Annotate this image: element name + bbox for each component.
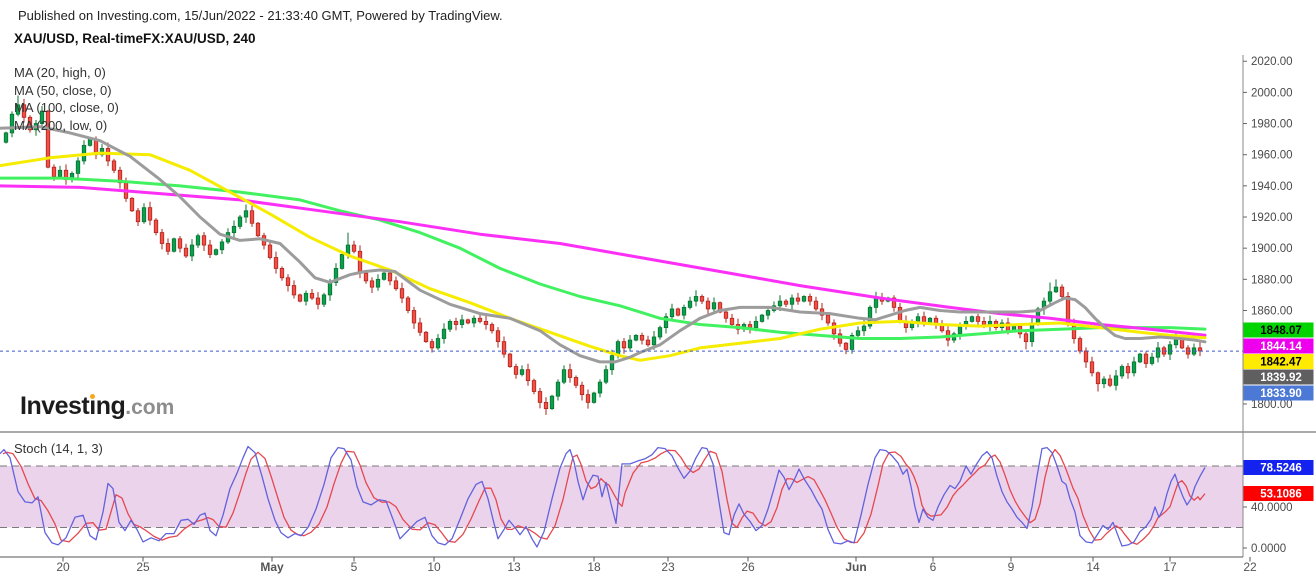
stoch-legend: Stoch (14, 1, 3) bbox=[14, 441, 103, 456]
svg-text:53.1086: 53.1086 bbox=[1260, 489, 1302, 501]
svg-text:1844.14: 1844.14 bbox=[1260, 341, 1302, 353]
stoch-value-labels: 78.5246 53.1086 bbox=[1243, 460, 1314, 501]
svg-text:1900.00: 1900.00 bbox=[1251, 243, 1293, 255]
svg-text:22: 22 bbox=[1243, 560, 1257, 574]
svg-text:26: 26 bbox=[741, 560, 755, 574]
svg-text:0.0000: 0.0000 bbox=[1251, 543, 1286, 555]
svg-text:78.5246: 78.5246 bbox=[1260, 463, 1302, 475]
stoch-k-line bbox=[0, 445, 1206, 548]
candles-group bbox=[3, 95, 1203, 415]
ma-line-2000 bbox=[0, 184, 1207, 337]
svg-text:1940.00: 1940.00 bbox=[1251, 181, 1293, 193]
svg-text:23: 23 bbox=[661, 560, 675, 574]
svg-text:Jun: Jun bbox=[845, 560, 866, 574]
investing-watermark: Investı ng.com bbox=[20, 392, 175, 420]
ma-legend: MA (20, high, 0) MA (50, close, 0) MA (1… bbox=[14, 64, 119, 134]
svg-text:1833.90: 1833.90 bbox=[1260, 388, 1302, 400]
stoch-axis-labels: 40.0000 0.0000 bbox=[1243, 502, 1293, 555]
svg-text:1800.00: 1800.00 bbox=[1251, 399, 1293, 411]
svg-text:May: May bbox=[260, 560, 284, 574]
svg-text:25: 25 bbox=[136, 560, 150, 574]
svg-text:40.0000: 40.0000 bbox=[1251, 502, 1293, 514]
svg-text:1980.00: 1980.00 bbox=[1251, 119, 1293, 131]
ma-legend-row-20: MA (20, high, 0) bbox=[14, 65, 106, 80]
svg-text:1842.47: 1842.47 bbox=[1260, 357, 1302, 369]
price-value-labels: 1848.07 1844.14 1842.47 1839.92 1833.90 bbox=[1243, 322, 1314, 401]
watermark-orange-dot bbox=[89, 393, 96, 399]
svg-text:6: 6 bbox=[930, 560, 937, 574]
svg-text:18: 18 bbox=[587, 560, 601, 574]
svg-text:14: 14 bbox=[1086, 560, 1100, 574]
svg-text:1920.00: 1920.00 bbox=[1251, 212, 1293, 224]
price-axis-labels: 2020.00 2000.00 1980.00 1960.00 1940.00 1920.… bbox=[1243, 56, 1293, 411]
svg-text:20: 20 bbox=[56, 560, 70, 574]
ma-line-200 bbox=[0, 125, 1207, 364]
svg-text:2000.00: 2000.00 bbox=[1251, 87, 1293, 99]
ma-legend-row-200: MA (200, low, 0) bbox=[14, 117, 108, 133]
stoch-d-line bbox=[2, 448, 1206, 545]
ma-legend-row-100: MA (100, close, 0) bbox=[14, 100, 119, 115]
ma-line-1000 bbox=[0, 176, 1207, 340]
svg-text:10: 10 bbox=[427, 560, 441, 574]
svg-text:2020.00: 2020.00 bbox=[1251, 56, 1293, 68]
stoch-lines-group bbox=[0, 445, 1206, 548]
svg-text:17: 17 bbox=[1163, 560, 1177, 574]
svg-text:1848.07: 1848.07 bbox=[1260, 325, 1302, 337]
svg-text:13: 13 bbox=[507, 560, 521, 574]
symbol-title: XAU/USD, Real-timeFX:XAU/USD, 240 bbox=[14, 31, 256, 46]
svg-text:9: 9 bbox=[1008, 560, 1015, 574]
ma-legend-row-50: MA (50, close, 0) bbox=[14, 82, 112, 98]
svg-text:1880.00: 1880.00 bbox=[1251, 274, 1293, 286]
svg-text:5: 5 bbox=[351, 560, 358, 574]
svg-text:1960.00: 1960.00 bbox=[1251, 150, 1293, 162]
stoch-band bbox=[0, 465, 1243, 528]
published-line: Published on Investing.com, 15/Jun/2022 … bbox=[18, 8, 503, 23]
svg-text:1860.00: 1860.00 bbox=[1251, 305, 1293, 317]
ma-lines-group bbox=[0, 125, 1207, 364]
x-axis-labels: 20 25 May 5 10 13 18 23 26 Jun 6 9 14 17 22 bbox=[56, 557, 1257, 574]
axes bbox=[0, 55, 1244, 558]
svg-text:1839.92: 1839.92 bbox=[1260, 372, 1302, 384]
